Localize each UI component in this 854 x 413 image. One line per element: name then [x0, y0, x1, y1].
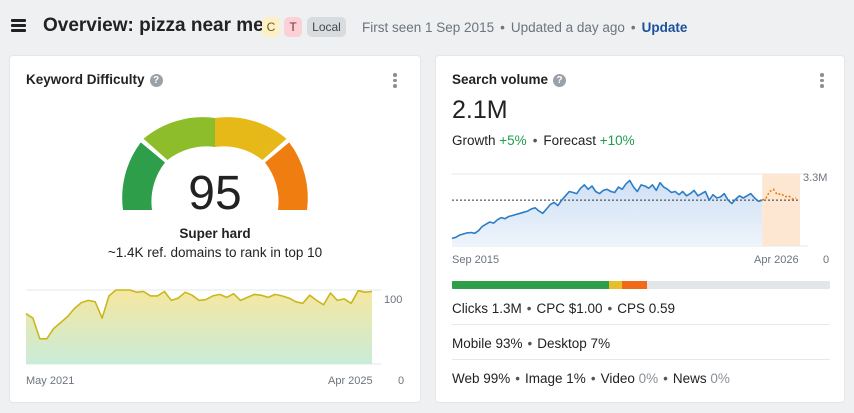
separator: • — [526, 301, 532, 316]
forecast-line — [761, 188, 797, 201]
divider — [452, 324, 830, 325]
video-label: Video — [600, 371, 635, 386]
sv-area — [452, 180, 763, 246]
kd-card-title: Keyword Difficulty? — [26, 72, 163, 87]
kd-x-start-label: May 2021 — [26, 375, 75, 387]
update-link[interactable]: Update — [641, 20, 688, 35]
cpc-stat: CPC $1.00 — [536, 301, 603, 316]
clicks-stat: Clicks 1.3M — [452, 301, 522, 316]
divider — [452, 359, 830, 360]
updated-text: Updated a day ago — [510, 20, 625, 35]
click-distribution-bar[interactable] — [452, 281, 830, 289]
kd-score: 95 — [188, 167, 242, 220]
separator: • — [532, 133, 538, 148]
cps-stat: CPS 0.59 — [617, 301, 676, 316]
kd-description: ~1.4K ref. domains to rank in top 10 — [107, 245, 323, 260]
kd-line — [25, 289, 373, 340]
sv-title-text: Search volume — [452, 72, 549, 87]
forecast-region — [762, 174, 800, 246]
help-icon[interactable]: ? — [553, 74, 567, 87]
growth-label: Growth — [452, 133, 496, 148]
separator: • — [515, 371, 521, 386]
kd-level-label: Super hard — [179, 226, 251, 241]
sv-x-start-label: Sep 2015 — [452, 254, 500, 266]
growth-forecast-row: Growth +5% • Forecast +10% — [452, 133, 635, 148]
intent-tag-local[interactable]: Local — [307, 17, 346, 37]
growth-value: +5% — [499, 133, 527, 148]
sv-y-min-label: 0 — [823, 254, 830, 266]
kd-area — [26, 290, 372, 364]
header-meta: First seen 1 Sep 2015 • Updated a day ago •… — [362, 20, 687, 35]
search-volume-card: Search volume? 2.1M Growth +5% • Forecast … — [436, 56, 844, 402]
page-header: Overview: pizza near me C T Local First … — [0, 0, 854, 56]
menu-icon[interactable] — [11, 18, 27, 32]
news-value: 0% — [710, 371, 730, 386]
difficulty-gauge — [122, 117, 308, 210]
separator: • — [663, 371, 668, 386]
sv-line — [451, 179, 763, 240]
more-options-icon[interactable] — [393, 72, 397, 88]
more-options-icon[interactable] — [820, 72, 824, 88]
stats-row-clicks: Clicks 1.3M • CPC $1.00 • CPS 0.59 — [452, 301, 675, 316]
separator: • — [527, 336, 533, 351]
separator: • — [607, 301, 613, 316]
stats-row-devices: Mobile 93% • Desktop 7% — [452, 336, 610, 351]
search-volume-value: 2.1M — [452, 96, 508, 124]
distribution-segment-clicks — [452, 281, 609, 289]
news-label: News — [672, 371, 707, 386]
distribution-segment-other — [608, 281, 623, 289]
web-stat: Web 99% — [452, 371, 511, 386]
first-seen-text: First seen 1 Sep 2015 — [362, 20, 495, 35]
intent-tag-commercial[interactable]: C — [262, 17, 280, 37]
intent-tag-transactional[interactable]: T — [284, 17, 302, 37]
gauge-segment-yellow — [215, 117, 287, 160]
kd-x-end-label: Apr 2025 — [328, 375, 373, 387]
sv-card-title: Search volume? — [452, 72, 567, 87]
distribution-segment-no-clicks — [622, 281, 647, 289]
kd-y-min-label: 0 — [398, 375, 405, 387]
video-value: 0% — [638, 371, 659, 386]
gauge-segment-orange — [265, 142, 308, 210]
gauge-segment-green — [122, 142, 165, 210]
search-volume-chart[interactable] — [450, 160, 830, 250]
gauge-segment-lightgreen — [143, 117, 215, 160]
keyword-difficulty-card: Keyword Difficulty? 95 Super hard ~1.4K … — [10, 56, 420, 402]
sv-y-max-label: 3.3M — [803, 172, 828, 184]
sv-x-end-label: Apr 2026 — [754, 254, 799, 266]
kd-y-max-label: 100 — [384, 294, 403, 306]
image-stat: Image 1% — [525, 371, 586, 386]
mobile-stat: Mobile 93% — [452, 336, 523, 351]
kd-title-text: Keyword Difficulty — [26, 72, 145, 87]
stats-row-serp-types: Web 99% • Image 1% • Video 0% • News 0% — [452, 371, 730, 386]
desktop-stat: Desktop 7% — [537, 336, 611, 351]
separator: • — [500, 20, 505, 35]
forecast-value: +10% — [599, 133, 635, 148]
separator: • — [590, 371, 596, 386]
help-icon[interactable]: ? — [149, 74, 163, 87]
forecast-label: Forecast — [543, 133, 596, 148]
separator: • — [630, 20, 636, 35]
kd-history-chart[interactable] — [24, 284, 404, 374]
page-title: Overview: pizza near me — [43, 15, 264, 36]
